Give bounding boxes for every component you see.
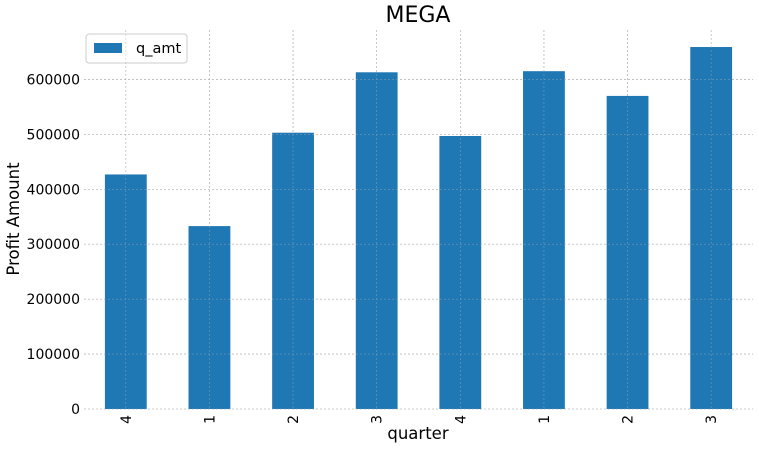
y-tick-label: 500000 [27,127,80,143]
bars [104,47,733,410]
legend-box [85,33,188,64]
y-tick-label: 0 [71,402,80,418]
x-tick-labels: 4 1 2 3 4 1 2 3 [119,415,720,424]
x-tick-label: 2 [621,415,637,424]
legend-label-q-amt: q_amt [136,41,181,57]
gridlines [84,30,753,410]
y-tick-label: 200000 [27,292,80,308]
y-tick-label: 300000 [27,237,80,253]
bar [439,136,482,410]
y-tick-label: 400000 [27,182,80,198]
x-tick-label: 4 [453,415,469,424]
bar [188,226,231,409]
x-tick-label: 1 [202,415,218,424]
y-tick-label: 100000 [27,347,80,363]
bar [606,95,649,410]
y-tick-labels: 0 100000 200000 300000 400000 500000 600000 [27,72,80,418]
x-tick-label: 3 [704,415,720,424]
legend: q_amt [85,33,188,64]
x-tick-label: 2 [286,415,302,424]
x-tick-label: 1 [537,415,553,424]
bar [355,72,398,410]
x-tick-label: 3 [370,415,386,424]
legend-swatch-q-amt [94,43,122,53]
y-tick-label: 600000 [27,72,80,88]
y-axis-label: Profit Amount [4,162,23,276]
x-tick-label: 4 [119,415,135,424]
x-axis-label: quarter [387,424,448,443]
gridlines [84,30,753,410]
chart-title: MEGA [386,3,451,28]
